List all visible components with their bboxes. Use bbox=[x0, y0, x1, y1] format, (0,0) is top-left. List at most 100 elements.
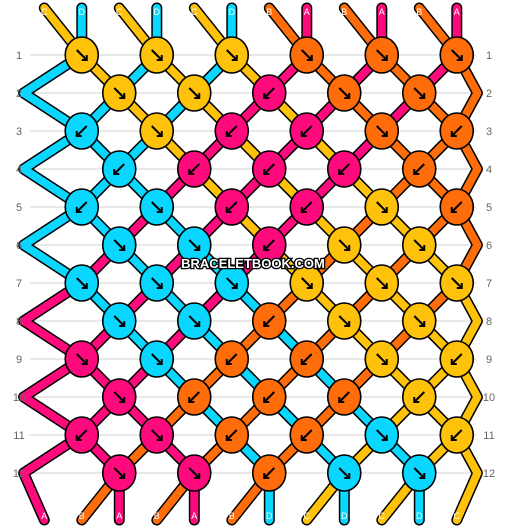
row-label-right: 11 bbox=[483, 430, 494, 442]
strand-label-top: B bbox=[266, 7, 272, 17]
arrow-head-icon bbox=[419, 245, 426, 251]
knot bbox=[176, 74, 212, 112]
arrow-se-icon bbox=[338, 87, 350, 99]
arrow-head-icon bbox=[381, 55, 388, 61]
arrow-head-icon bbox=[263, 169, 270, 175]
knot bbox=[401, 302, 437, 340]
knot bbox=[64, 416, 100, 454]
knot bbox=[101, 302, 137, 340]
knot bbox=[214, 264, 250, 302]
arrow-head-icon bbox=[119, 93, 126, 99]
arrow-head-icon bbox=[119, 397, 126, 403]
arrow-se-icon bbox=[376, 49, 388, 61]
arrow-se-icon bbox=[188, 239, 200, 251]
arrow-head-icon bbox=[263, 397, 270, 403]
knot bbox=[214, 36, 250, 74]
row-label-left: 9 bbox=[16, 354, 22, 366]
knot bbox=[401, 74, 437, 112]
arrow-se-icon bbox=[301, 49, 313, 61]
arrow-head-icon bbox=[263, 245, 270, 251]
knot bbox=[64, 340, 100, 378]
knot bbox=[439, 112, 475, 150]
arrow-head-icon bbox=[381, 207, 388, 213]
knot bbox=[439, 264, 475, 302]
knot bbox=[326, 302, 362, 340]
arrow-sw-icon bbox=[263, 391, 275, 403]
arrow-head-icon bbox=[413, 397, 420, 403]
strand-label-bottom: C bbox=[454, 511, 461, 521]
arrow-se-icon bbox=[188, 315, 200, 327]
arrow-head-icon bbox=[381, 131, 388, 137]
knot bbox=[139, 36, 175, 74]
arrow-se-icon bbox=[76, 277, 88, 289]
strand-label-top: B bbox=[416, 7, 422, 17]
arrow-head-icon bbox=[263, 93, 270, 99]
knot bbox=[214, 340, 250, 378]
strand-label-bottom: A bbox=[116, 511, 122, 521]
arrow-se-icon bbox=[151, 429, 163, 441]
strand-label-bottom: D bbox=[416, 511, 423, 521]
knot bbox=[251, 74, 287, 112]
knot bbox=[176, 454, 212, 492]
knot-grid bbox=[64, 36, 475, 492]
knot bbox=[251, 378, 287, 416]
arrow-head-icon bbox=[75, 207, 82, 213]
arrow-sw-icon bbox=[226, 125, 238, 137]
strand-label-top: D bbox=[229, 7, 236, 17]
arrow-head-icon bbox=[119, 473, 126, 479]
arrow-head-icon bbox=[194, 473, 201, 479]
row-label-right: 8 bbox=[486, 316, 492, 328]
strand-label-top: B bbox=[341, 7, 347, 17]
knot bbox=[289, 36, 325, 74]
arrow-se-icon bbox=[301, 277, 313, 289]
arrow-sw-icon bbox=[76, 201, 88, 213]
arrow-head-icon bbox=[419, 321, 426, 327]
arrow-sw-icon bbox=[188, 163, 200, 175]
knot bbox=[251, 226, 287, 264]
arrow-head-icon bbox=[225, 131, 232, 137]
knot bbox=[64, 188, 100, 226]
knot bbox=[289, 264, 325, 302]
knot bbox=[139, 112, 175, 150]
arrow-head-icon bbox=[456, 55, 463, 61]
knot bbox=[64, 112, 100, 150]
arrow-sw-icon bbox=[76, 125, 88, 137]
arrow-sw-icon bbox=[263, 315, 275, 327]
arrow-se-icon bbox=[451, 277, 463, 289]
knot bbox=[326, 150, 362, 188]
arrow-sw-icon bbox=[263, 87, 275, 99]
knot bbox=[326, 454, 362, 492]
arrow-head-icon bbox=[381, 283, 388, 289]
knot bbox=[326, 74, 362, 112]
arrow-head-icon bbox=[75, 131, 82, 137]
arrow-head-icon bbox=[225, 207, 232, 213]
knot bbox=[214, 416, 250, 454]
strand-label-bottom: B bbox=[79, 511, 85, 521]
arrow-se-icon bbox=[76, 353, 88, 365]
knot bbox=[139, 188, 175, 226]
arrow-sw-icon bbox=[413, 163, 425, 175]
arrow-se-icon bbox=[376, 201, 388, 213]
arrow-se-icon bbox=[113, 87, 125, 99]
row-label-left: 7 bbox=[16, 278, 22, 290]
watermark: BRACELETBOOK.COM bbox=[181, 256, 325, 271]
knot bbox=[139, 264, 175, 302]
knot bbox=[364, 36, 400, 74]
arrow-head-icon bbox=[338, 169, 345, 175]
arrow-sw-icon bbox=[226, 353, 238, 365]
arrow-head-icon bbox=[263, 473, 270, 479]
strand-label-bottom: B bbox=[229, 511, 235, 521]
knot bbox=[251, 454, 287, 492]
knot bbox=[401, 454, 437, 492]
arrow-se-icon bbox=[113, 467, 125, 479]
knot bbox=[139, 340, 175, 378]
row-label-left: 5 bbox=[16, 202, 22, 214]
knot bbox=[439, 340, 475, 378]
arrow-head-icon bbox=[450, 435, 457, 441]
row-label-left: 4 bbox=[16, 164, 22, 176]
arrow-head-icon bbox=[300, 435, 307, 441]
arrow-sw-icon bbox=[338, 391, 350, 403]
arrow-se-icon bbox=[413, 467, 425, 479]
arrow-head-icon bbox=[450, 359, 457, 365]
